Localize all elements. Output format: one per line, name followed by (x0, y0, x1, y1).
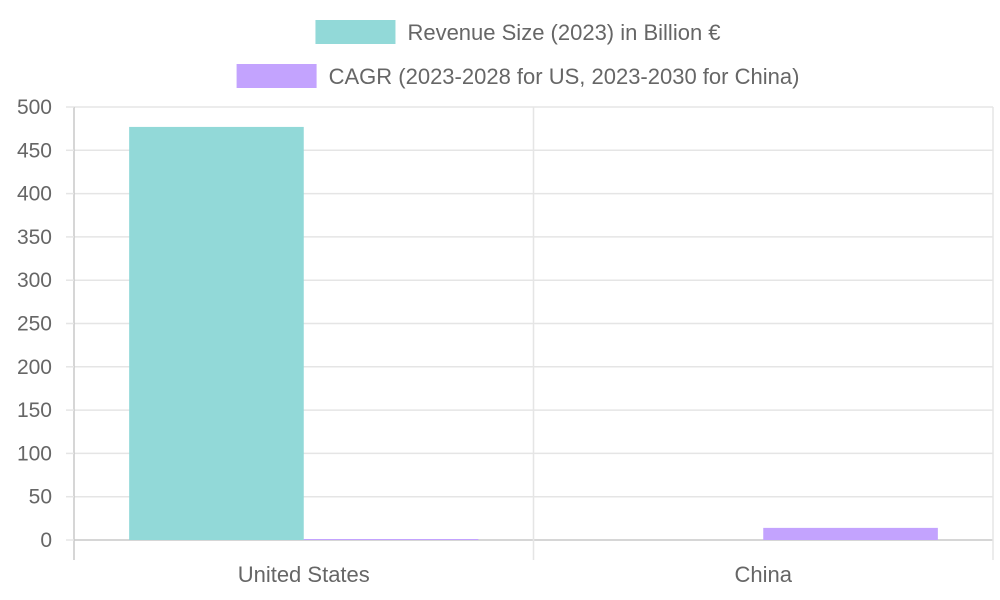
y-tick-label: 200 (17, 356, 52, 379)
y-tick-label: 100 (17, 442, 52, 465)
bar-cagr-2023-2028-for-us-2023-2030-for-china-0[interactable] (303, 539, 479, 540)
x-axis-labels: United States China (238, 562, 793, 587)
x-tick-label: China (735, 562, 793, 587)
y-axis-ticks: 0 50 100 150 200 250 300 350 400 450 500 (17, 96, 74, 552)
legend-label: Revenue Size (2023) in Billion € (407, 20, 720, 45)
y-tick-label: 500 (17, 96, 52, 119)
y-tick-label: 450 (17, 139, 52, 162)
legend-item[interactable]: CAGR (2023-2028 for US, 2023-2030 for Ch… (236, 64, 800, 89)
legend-swatch (236, 64, 317, 88)
y-tick-label: 250 (17, 313, 52, 336)
legend-swatch (315, 20, 396, 44)
bar-revenue-size-2023-in-billion-0[interactable] (129, 126, 304, 540)
y-tick-label: 350 (17, 226, 52, 249)
y-tick-label: 300 (17, 269, 52, 292)
x-tick-label: United States (238, 562, 370, 587)
legend-item[interactable]: Revenue Size (2023) in Billion € (315, 20, 721, 45)
y-tick-label: 400 (17, 183, 52, 206)
legend-label: CAGR (2023-2028 for US, 2023-2030 for Ch… (329, 64, 800, 89)
y-tick-label: 0 (40, 529, 52, 552)
chart-legend: Revenue Size (2023) in Billion € CAGR (20… (236, 20, 800, 89)
chart-bars (129, 126, 938, 540)
y-tick-label: 50 (29, 486, 52, 509)
bar-cagr-2023-2028-for-us-2023-2030-for-china-1[interactable] (763, 527, 938, 540)
y-tick-label: 150 (17, 399, 52, 422)
